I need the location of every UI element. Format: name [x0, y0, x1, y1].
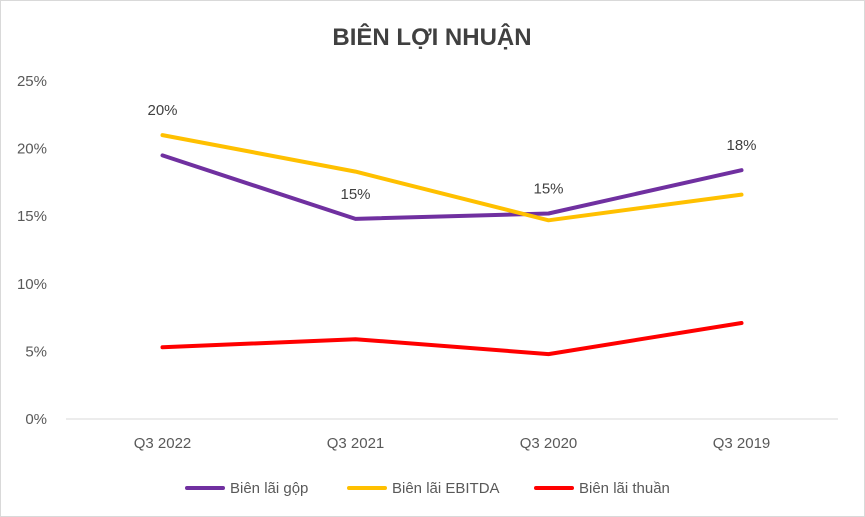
y-tick-label: 15% — [17, 208, 47, 225]
series-lines — [160, 133, 744, 357]
y-tick-label: 20% — [17, 141, 47, 158]
legend-label: Biên lãi EBITDA — [392, 480, 500, 497]
x-axis: Q3 2022 Q3 2021 Q3 2020 Q3 2019 — [66, 418, 838, 452]
y-tick-label: 0% — [25, 411, 47, 428]
legend-item: Biên lãi gộp — [185, 480, 308, 497]
y-axis-ticks: 0% 5% 10% 15% 20% 25% — [17, 73, 47, 428]
data-label: 15% — [533, 180, 563, 197]
y-tick-label: 10% — [17, 276, 47, 293]
data-label: 18% — [726, 137, 756, 154]
data-labels: 15% 15% 18% 20% — [147, 102, 756, 203]
x-tick-label: Q3 2020 — [520, 435, 578, 452]
chart-title: BIÊN LỢI NHUẬN — [332, 23, 531, 51]
x-tick-label: Q3 2019 — [713, 435, 771, 452]
x-tick-label: Q3 2021 — [327, 435, 385, 452]
legend-item: Biên lãi EBITDA — [347, 480, 500, 497]
legend-item: Biên lãi thuần — [534, 480, 670, 497]
data-label: 20% — [147, 102, 177, 119]
y-tick-label: 5% — [25, 343, 47, 360]
x-tick-label: Q3 2022 — [134, 435, 192, 452]
series-line — [160, 321, 744, 357]
data-label: 15% — [340, 186, 370, 203]
series-line — [160, 133, 744, 223]
legend-label: Biên lãi gộp — [230, 480, 308, 497]
y-tick-label: 25% — [17, 73, 47, 90]
legend-label: Biên lãi thuần — [579, 480, 670, 497]
legend: Biên lãi gộp Biên lãi EBITDA Biên lãi thuầ… — [185, 480, 670, 497]
series-line — [160, 153, 744, 221]
